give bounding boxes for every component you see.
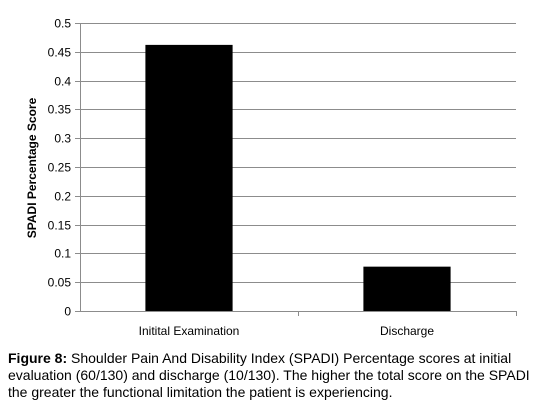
bars [145,44,451,311]
y-tick-label: 0 [64,305,71,319]
x-axis-categories: Initital Examination Discharge [139,311,517,338]
y-tick-label: 0.4 [54,75,71,89]
y-tick-label: 0.3 [54,132,71,146]
y-tick-label: 0.35 [48,103,72,117]
figure-caption-text: Shoulder Pain And Disability Index (SPAD… [8,350,530,400]
bar [145,44,233,311]
y-tick-label: 0.1 [54,247,71,261]
y-axis-ticks: 0 0.05 0.1 0.15 0.2 0.25 0.3 0.35 0.4 0.45 0.5 [48,17,80,319]
x-category-label: Initital Examination [139,324,240,338]
y-tick-label: 0.15 [48,219,72,233]
x-category-label: Discharge [380,324,434,338]
figure-caption: Figure 8: Shoulder Pain And Disability I… [8,350,530,401]
y-axis-title: SPADI Percentage Score [25,97,39,238]
y-tick-label: 0.2 [54,190,71,204]
y-tick-label: 0.5 [54,17,71,31]
y-tick-label: 0.25 [48,161,72,175]
bar [363,266,451,311]
y-tick-label: 0.45 [48,46,72,60]
figure-caption-label: Figure 8: [8,350,68,366]
y-tick-label: 0.05 [48,276,72,290]
spadi-bar-chart: 0 0.05 0.1 0.15 0.2 0.25 0.3 0.35 0.4 0.45 0.5 Ini… [25,17,517,338]
